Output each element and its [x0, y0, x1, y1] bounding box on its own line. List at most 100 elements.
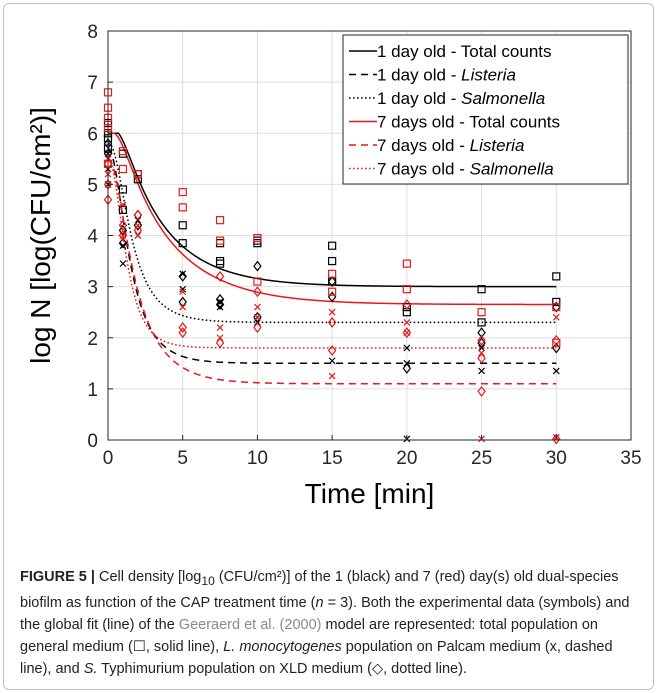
- data-point: [328, 357, 336, 365]
- y-tick-label: 7: [87, 73, 98, 94]
- data-point: [118, 164, 128, 174]
- caption-label: FIGURE 5 |: [20, 569, 95, 585]
- data-point: [133, 170, 142, 179]
- axis-ticks: 0 5 10 15 20 25 30 35 0 1 2 3 4 5 6 7 8: [87, 22, 641, 469]
- data-point: [178, 239, 187, 248]
- data-point: [328, 287, 337, 296]
- data-point: [179, 285, 187, 293]
- x-tick-label: 20: [396, 448, 417, 469]
- data-point: [477, 334, 486, 346]
- data-point: [328, 241, 337, 250]
- data-point: [215, 259, 225, 268]
- reference-link[interactable]: Geeraerd et al. (2000): [178, 616, 322, 633]
- data-point: [327, 316, 337, 328]
- data-point: [133, 175, 142, 184]
- fit-line: [107, 142, 557, 324]
- y-tick-label: 6: [87, 124, 98, 145]
- data-point: [253, 277, 262, 286]
- data-point: [215, 216, 225, 225]
- fit-line: [107, 158, 557, 385]
- data-point: [118, 237, 128, 249]
- y-tick-label: 0: [87, 431, 98, 452]
- data-point: [179, 303, 187, 311]
- data-point: [133, 209, 143, 221]
- legend: 1 day old - Total counts 1 day old - List…: [342, 34, 629, 185]
- data-point: [215, 239, 225, 248]
- y-tick-label: 5: [87, 175, 98, 196]
- data-point: [477, 308, 486, 317]
- data-point: [133, 224, 143, 236]
- x-tick-label: 15: [322, 448, 343, 469]
- data-point: [477, 327, 486, 339]
- data-point: [215, 293, 225, 305]
- data-point: [119, 201, 127, 209]
- data-point: [178, 221, 187, 230]
- data-point: [215, 270, 225, 282]
- y-axis-label: log N [log(CFU/cm²)]: [25, 107, 56, 364]
- data-point: [477, 385, 486, 397]
- fit-line: [107, 158, 557, 349]
- data-point: [402, 327, 412, 339]
- x-tick-label: 0: [103, 448, 114, 469]
- y-tick-label: 4: [87, 227, 98, 248]
- data-point: [552, 433, 561, 445]
- data-point: [253, 286, 262, 298]
- data-point: [178, 322, 187, 334]
- data-point: [477, 285, 486, 294]
- data-point: [403, 318, 411, 326]
- data-point: [403, 344, 411, 352]
- y-tick-label: 1: [87, 380, 98, 401]
- data-point: [402, 299, 412, 310]
- data-point: [118, 219, 128, 231]
- legend-entry: 7 days old - Salmonella: [377, 160, 554, 179]
- data-point: [215, 256, 225, 266]
- data-point: [253, 260, 262, 272]
- data-point: [178, 203, 187, 212]
- legend-entry: 1 day old - Total counts: [377, 42, 552, 61]
- data-point: [552, 334, 561, 346]
- data-point: [328, 256, 337, 266]
- data-point: [118, 147, 128, 156]
- data-point: [402, 302, 411, 312]
- data-point: [215, 337, 225, 349]
- data-point: [119, 242, 127, 250]
- data-point: [253, 233, 262, 243]
- data-point: [552, 272, 561, 281]
- data-point: [119, 260, 127, 268]
- data-point: [552, 313, 560, 321]
- data-point: [328, 269, 337, 278]
- chart: 0 5 10 15 20 25 30 35 0 1 2 3 4 5 6 7 8 Time [min] log N…: [25, 22, 642, 509]
- x-axis-label: Time [min]: [305, 478, 435, 509]
- data-point: [552, 297, 561, 307]
- data-point: [478, 367, 485, 375]
- data-point: [179, 288, 187, 296]
- legend-entry: 1 day old - Listeria: [377, 66, 516, 85]
- data-point: [118, 205, 128, 215]
- legend-entry: 7 days old - Total counts: [377, 113, 560, 132]
- x-tick-label: 30: [546, 448, 567, 469]
- data-point: [327, 276, 337, 287]
- data-point: [552, 367, 560, 375]
- x-tick-label: 5: [177, 448, 188, 469]
- data-point: [254, 303, 261, 311]
- data-point: [215, 236, 225, 245]
- data-point: [552, 301, 561, 313]
- legend-box: [342, 34, 629, 185]
- data-point: [328, 308, 336, 316]
- legend-entry: 7 days old - Listeria: [377, 136, 524, 155]
- data-point: [215, 299, 225, 310]
- data-point: [477, 318, 486, 327]
- y-tick-label: 3: [87, 278, 98, 299]
- data-point: [328, 372, 336, 380]
- data-point: [118, 230, 128, 241]
- y-tick-label: 8: [87, 22, 98, 43]
- data-point: [253, 322, 262, 334]
- data-point: [216, 303, 224, 311]
- data-point: [552, 302, 561, 312]
- y-tick-label: 2: [87, 329, 98, 350]
- data-point: [179, 270, 187, 278]
- x-tick-label: 35: [620, 448, 641, 469]
- data-point: [254, 313, 261, 321]
- data-point: [402, 362, 412, 374]
- data-point: [216, 324, 224, 331]
